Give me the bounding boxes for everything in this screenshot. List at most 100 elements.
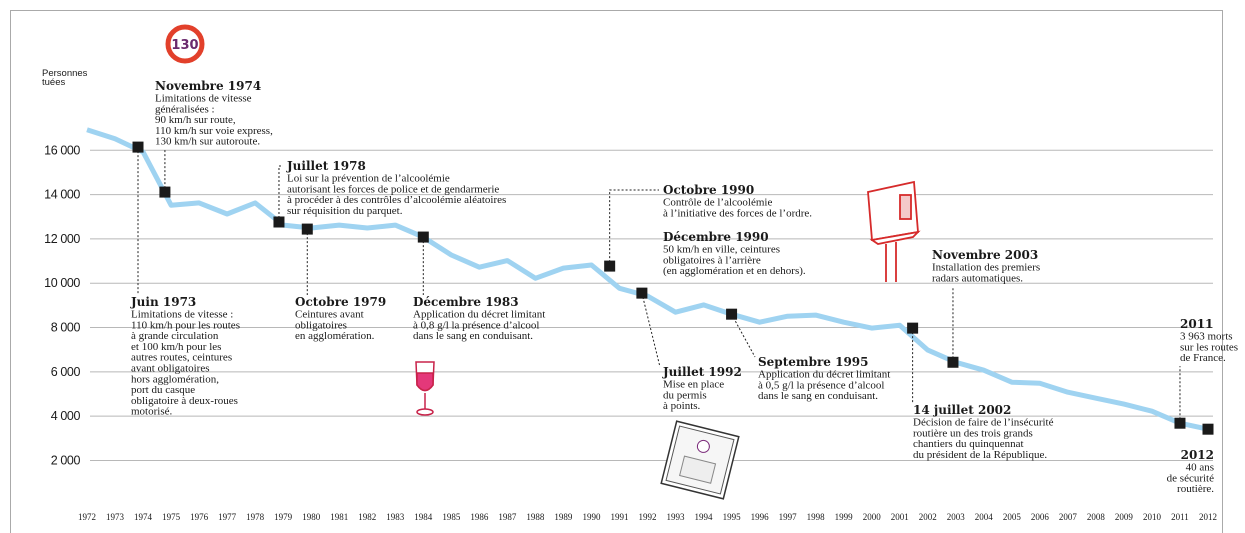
x-tick-label: 2001 <box>891 512 909 522</box>
event-text: 50 km/h en ville, ceintures <box>663 244 780 256</box>
event-text: Installation des premiers <box>932 262 1040 274</box>
x-tick-label: 1978 <box>246 512 265 522</box>
x-tick-label: 1983 <box>386 512 405 522</box>
x-tick-label: 1977 <box>218 512 237 522</box>
event-text: Loi sur la prévention de l’alcoolémie <box>287 173 450 185</box>
event-text: Décision de faire de l’insécurité <box>913 417 1054 429</box>
event-text: sur réquisition du parquet. <box>287 205 403 217</box>
y-tick-label: 16 000 <box>44 143 80 157</box>
x-tick-label: 1996 <box>751 512 770 522</box>
event-marker <box>159 186 171 198</box>
event-marker <box>1174 417 1186 429</box>
event-text: sur les routes <box>1180 341 1238 353</box>
x-tick-label: 1976 <box>190 512 209 522</box>
x-tick-label: 1988 <box>526 512 545 522</box>
y-tick-label: 4 000 <box>51 409 81 423</box>
x-tick-label: 1985 <box>442 512 461 522</box>
event-marker <box>947 356 959 368</box>
y-tick-label: 2 000 <box>51 453 81 467</box>
x-tick-label: 2007 <box>1059 512 1078 522</box>
event-marker <box>301 223 313 235</box>
x-tick-label: 2012 <box>1199 512 1217 522</box>
connector <box>278 165 283 222</box>
event-title: Novembre 2003 <box>932 248 1038 262</box>
event-text: de France. <box>1180 352 1226 364</box>
event-text: dans le sang en conduisant. <box>413 330 533 342</box>
event-text: à procéder à des contrôles d’alcoolémie … <box>287 194 506 206</box>
event-marker <box>417 231 429 243</box>
x-tick-label: 1990 <box>582 512 601 522</box>
x-tick-label: 1972 <box>78 512 96 522</box>
x-tick-label: 1980 <box>302 512 321 522</box>
event-text: autorisant les forces de police et de ge… <box>287 183 499 195</box>
event-text: dans le sang en conduisant. <box>758 390 878 402</box>
y-tick-label: 8 000 <box>51 321 81 335</box>
x-tick-label: 1982 <box>358 512 376 522</box>
y-axis-title: Personnes <box>42 68 88 79</box>
event-text: Limitations de vitesse <box>155 93 252 105</box>
event-text: 110 km/h sur voie express, <box>155 125 273 137</box>
wine-glass <box>415 361 435 416</box>
event-text: Contrôle de l’alcoolémie <box>663 197 772 209</box>
x-tick-label: 1981 <box>330 512 348 522</box>
x-tick-label: 1993 <box>667 512 686 522</box>
event-text: chantiers du quinquennat <box>913 438 1024 450</box>
event-text: port du casque <box>131 384 195 396</box>
event-text: 110 km/h pour les routes <box>131 319 240 331</box>
event-marker <box>636 287 648 299</box>
x-tick-label: 2004 <box>975 512 994 522</box>
frame <box>10 10 1223 533</box>
event-title: Juillet 1992 <box>662 365 742 379</box>
event-text: obligatoires à l’arrière <box>663 254 761 266</box>
icons: 130 <box>165 24 921 500</box>
event-title: Juillet 1978 <box>286 159 366 173</box>
x-tick-label: 2009 <box>1115 512 1134 522</box>
x-tick-label: 2011 <box>1171 512 1189 522</box>
y-tick-label: 10 000 <box>44 276 80 290</box>
x-tick-label: 1991 <box>610 512 628 522</box>
event-title: Décembre 1990 <box>663 230 769 244</box>
x-tick-label: 2002 <box>919 512 937 522</box>
event-text: Application du décret limitant <box>758 369 890 381</box>
x-tick-label: 2005 <box>1003 512 1022 522</box>
event-text: du permis <box>663 389 707 401</box>
x-tick-label: 1989 <box>554 512 573 522</box>
event-text: Mise en place <box>663 379 724 391</box>
event-text: et 100 km/h pour les <box>131 341 221 353</box>
x-tick-label: 2008 <box>1087 512 1106 522</box>
event-marker <box>1202 423 1214 435</box>
event-text: obligatoire à deux-roues <box>131 395 238 407</box>
x-tick-label: 1975 <box>162 512 181 522</box>
speed-sign-text: 130 <box>171 38 198 53</box>
event-text: hors agglomération, <box>131 373 219 385</box>
event-title: Octobre 1990 <box>663 183 754 197</box>
event-text: Ceintures avant <box>295 309 364 321</box>
x-tick-label: 1974 <box>134 512 153 522</box>
x-tick-label: 1984 <box>414 512 433 522</box>
x-tick-label: 2006 <box>1031 512 1050 522</box>
event-title: Novembre 1974 <box>155 79 261 93</box>
event-text: à 0,8 g/l la présence d’alcool <box>413 319 539 331</box>
event-text: obligatoires <box>295 319 347 331</box>
event-text: avant obligatoires <box>131 363 210 375</box>
event-text: radars automatiques. <box>932 272 1023 284</box>
y-tick-label: 14 000 <box>44 188 80 202</box>
event-text: autres routes, ceintures <box>131 352 232 364</box>
x-tick-label: 1998 <box>807 512 826 522</box>
x-tick-label: 1994 <box>695 512 714 522</box>
connector <box>731 313 756 358</box>
connector <box>609 189 659 267</box>
x-tick-label: 2000 <box>863 512 882 522</box>
event-text: (en agglomération et en dehors). <box>663 265 806 277</box>
x-tick-label: 2010 <box>1143 512 1162 522</box>
x-tick-label: 1987 <box>498 512 517 522</box>
x-tick-label: 2003 <box>947 512 966 522</box>
x-tick-label: 1995 <box>723 512 742 522</box>
y-tick-label: 6 000 <box>51 365 81 379</box>
x-tick-label: 1986 <box>470 512 489 522</box>
event-title: 14 juillet 2002 <box>913 403 1011 417</box>
permit-booklet <box>660 420 740 500</box>
connector <box>641 293 661 368</box>
event-text: généralisées : <box>155 103 215 115</box>
